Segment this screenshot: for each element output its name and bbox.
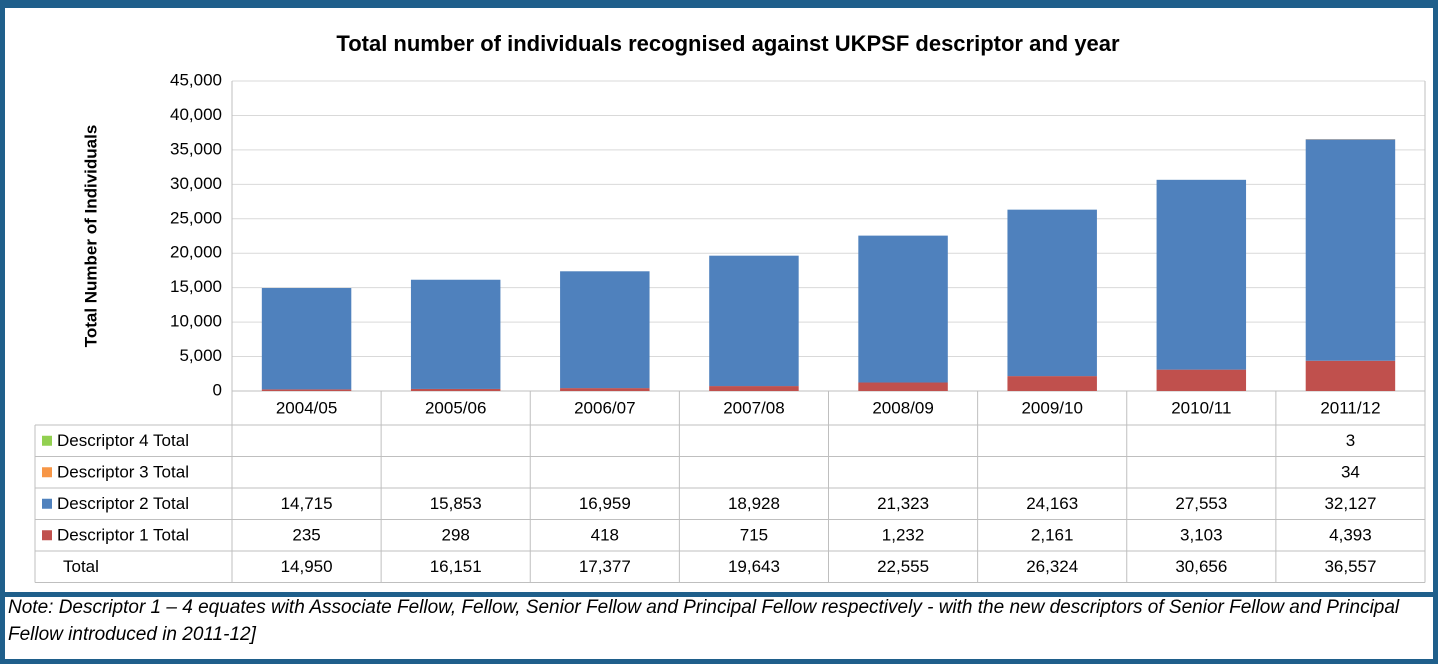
y-tick-label: 25,000 [170, 208, 222, 227]
legend-swatch [42, 498, 52, 509]
table-row-label: Total [63, 557, 99, 576]
x-tick-label: 2009/10 [1021, 398, 1082, 417]
table-value: 15,853 [430, 494, 482, 513]
total-value: 16,151 [430, 557, 482, 576]
x-tick-label: 2008/09 [872, 398, 933, 417]
table-value: 4,393 [1329, 526, 1372, 545]
y-tick-label: 35,000 [170, 139, 222, 158]
chart-title: Total number of individuals recognised a… [336, 31, 1120, 56]
bar-segment [709, 386, 799, 391]
table-value: 16,959 [579, 494, 631, 513]
y-tick-label: 0 [213, 380, 222, 399]
y-tick-label: 45,000 [170, 70, 222, 89]
y-axis-title: Total Number of Individuals [81, 125, 100, 348]
table-value: 27,553 [1175, 494, 1227, 513]
x-tick-label: 2005/06 [425, 398, 486, 417]
note: Note: Descriptor 1 – 4 equates with Asso… [8, 597, 1400, 645]
bar-segment [1156, 179, 1247, 370]
y-tick-label: 20,000 [170, 243, 222, 262]
table-value: 14,715 [281, 494, 333, 513]
total-value: 22,555 [877, 557, 929, 576]
y-tick-label: 30,000 [170, 174, 222, 193]
table-value: 18,928 [728, 494, 780, 513]
legend-label: Descriptor 4 Total [57, 431, 189, 450]
legend-swatch [42, 435, 52, 446]
bar-segment [261, 389, 352, 391]
table-value: 1,232 [882, 526, 925, 545]
y-tick-label: 40,000 [170, 105, 222, 124]
legend-label: Descriptor 3 Total [57, 463, 189, 482]
table-value: 298 [442, 526, 470, 545]
total-value: 30,656 [1175, 557, 1227, 576]
total-value: 26,324 [1026, 557, 1078, 576]
y-tick-label: 15,000 [170, 277, 222, 296]
bar-segment [1007, 209, 1097, 377]
x-tick-label: 2010/11 [1171, 398, 1231, 417]
bar-segment [858, 382, 948, 391]
y-tick-label: 5,000 [179, 346, 222, 365]
note-frame [0, 592, 1438, 664]
table-value: 235 [292, 526, 320, 545]
table-value: 24,163 [1026, 494, 1078, 513]
x-tick-label: 2004/05 [276, 398, 337, 417]
total-value: 19,643 [728, 557, 780, 576]
bar-segment [560, 388, 650, 391]
chart: Total number of individuals recognised a… [34, 31, 1426, 583]
bar-segment [560, 271, 650, 389]
bar-segment [1305, 360, 1396, 391]
bar-segment [1305, 139, 1396, 361]
legend-swatch [42, 530, 52, 541]
bar-segment [858, 235, 948, 383]
chart-frame [0, 0, 1438, 597]
table-value: 715 [740, 526, 768, 545]
bar-segment [410, 388, 501, 391]
total-value: 36,557 [1324, 557, 1376, 576]
table-value: 32,127 [1324, 494, 1376, 513]
total-value: 14,950 [281, 557, 333, 576]
table-value: 3,103 [1180, 526, 1223, 545]
table-value: 21,323 [877, 494, 929, 513]
legend-swatch [42, 467, 52, 478]
x-tick-label: 2006/07 [574, 398, 635, 417]
bar-segment [1156, 369, 1247, 391]
bar-segment [261, 288, 352, 390]
legend-label: Descriptor 1 Total [57, 526, 189, 545]
bar-segment [1007, 376, 1097, 391]
table-value: 418 [591, 526, 619, 545]
table-value: 34 [1341, 463, 1360, 482]
legend-label: Descriptor 2 Total [57, 494, 189, 513]
bar-segment [410, 279, 501, 389]
y-tick-label: 10,000 [170, 312, 222, 331]
table-value: 3 [1346, 431, 1355, 450]
total-value: 17,377 [579, 557, 631, 576]
x-tick-label: 2007/08 [723, 398, 784, 417]
x-tick-label: 2011/12 [1320, 398, 1380, 417]
table-value: 2,161 [1031, 526, 1074, 545]
bar-segment [709, 255, 799, 387]
